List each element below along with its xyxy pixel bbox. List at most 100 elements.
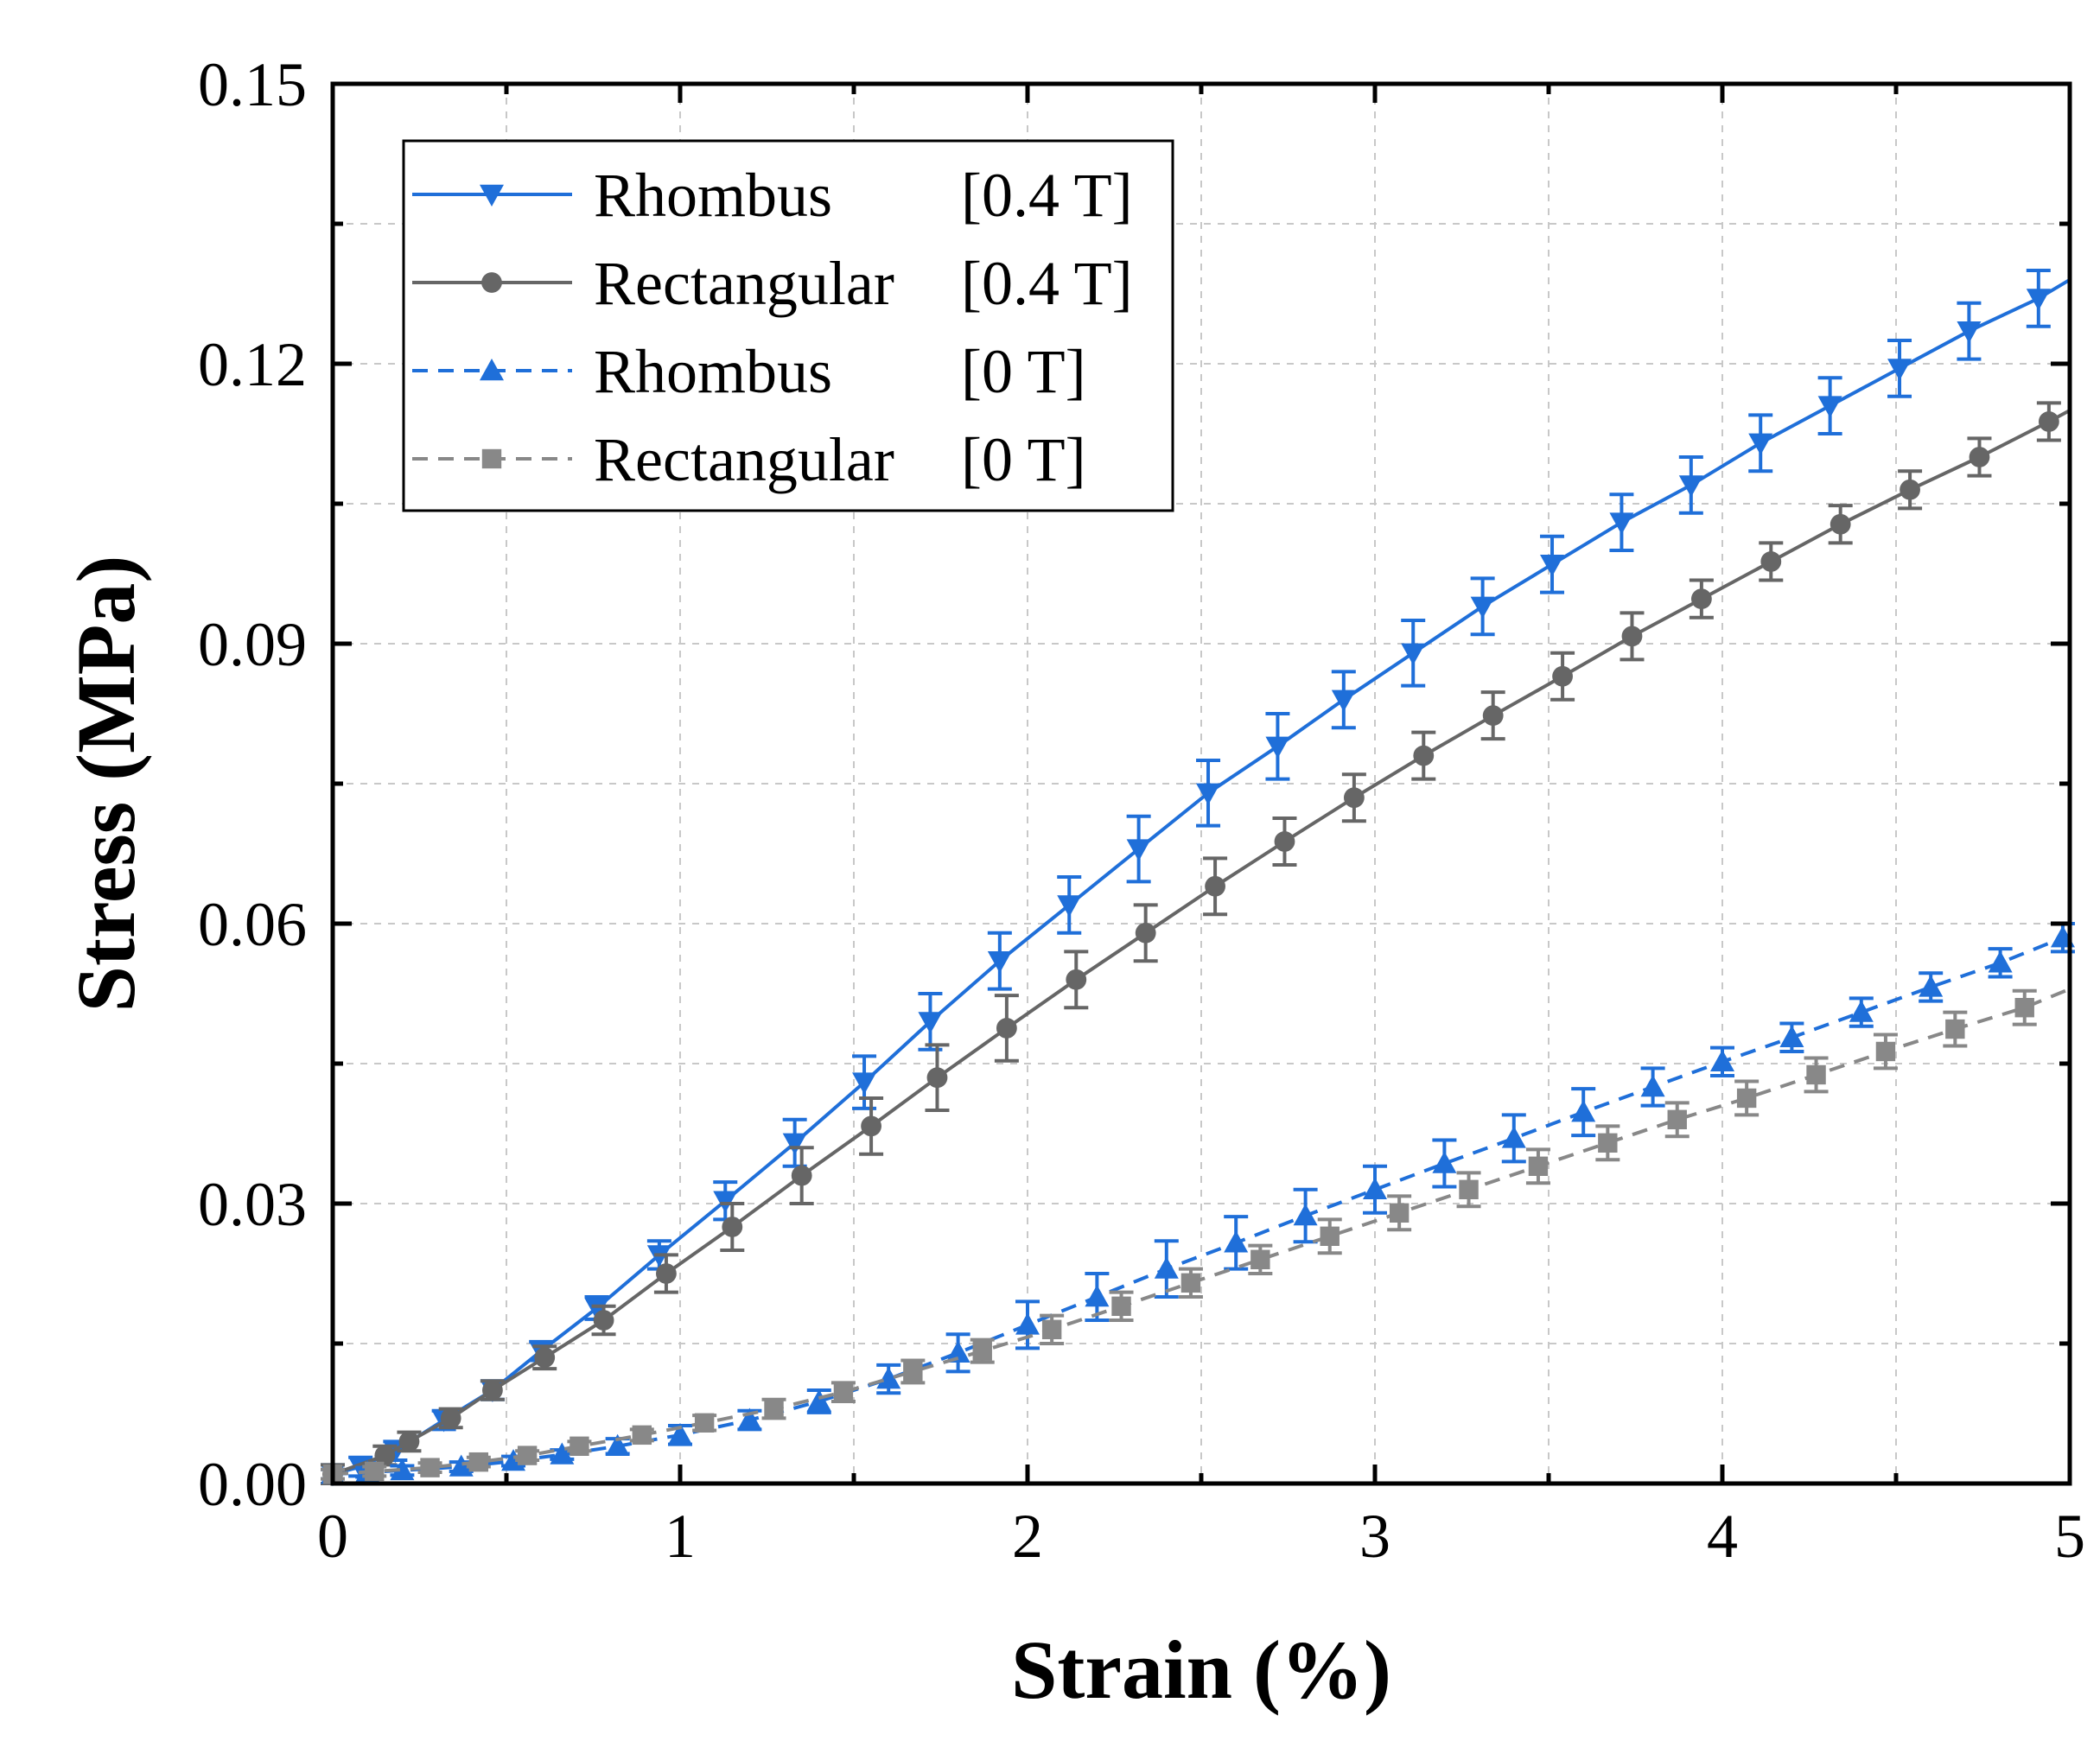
data-point [1501, 1126, 1526, 1148]
data-point [1760, 551, 1782, 572]
data-point [1320, 1226, 1340, 1246]
grid-lines [333, 84, 2070, 1484]
data-point [1470, 596, 1495, 619]
data-point [656, 1263, 677, 1284]
data-point [764, 1399, 784, 1419]
data-point [1621, 626, 1643, 647]
legend-series-name: Rhombus [594, 337, 832, 406]
data-point [1224, 1230, 1249, 1253]
y-tick-label: 0.03 [198, 1170, 307, 1239]
x-tick-label: 2 [1012, 1502, 1043, 1571]
data-point [1459, 1179, 1479, 1199]
legend-series-condition: [0.4 T] [961, 161, 1133, 230]
data-point [1482, 705, 1504, 727]
data-point [876, 1367, 901, 1389]
data-point [1988, 950, 2013, 973]
data-point [365, 1461, 385, 1482]
data-point [668, 1422, 692, 1446]
legend-series-condition: [0.4 T] [961, 249, 1133, 318]
data-point [398, 1431, 420, 1452]
data-point [1598, 1133, 1618, 1153]
legend-marker [481, 272, 502, 293]
legend-series-condition: [0 T] [961, 425, 1086, 494]
data-point [1528, 1156, 1549, 1176]
data-point [374, 1445, 396, 1466]
y-tick-label: 0.12 [198, 330, 307, 399]
y-tick-label: 0.15 [198, 50, 307, 119]
data-point [605, 1433, 630, 1456]
x-tick-label: 1 [665, 1502, 696, 1571]
data-point [1571, 1100, 1596, 1122]
data-point [1806, 1064, 1826, 1085]
data-point [694, 1413, 715, 1433]
data-point [1690, 588, 1712, 610]
data-point [1552, 665, 1573, 687]
data-point [1389, 1203, 1410, 1223]
data-point [1900, 479, 1920, 500]
legend-series-name: Rhombus [594, 161, 832, 230]
data-point [1066, 969, 1087, 990]
data-point [1817, 396, 1842, 418]
data-point [737, 1407, 762, 1430]
data-point [1154, 1256, 1179, 1279]
data-point [806, 1388, 831, 1412]
data-point [2014, 998, 2034, 1018]
data-point [1135, 922, 1156, 944]
data-point [1540, 555, 1565, 577]
data-point [1265, 736, 1290, 759]
data-point [1180, 1273, 1201, 1293]
data-point [1779, 1025, 1804, 1047]
x-tick-label: 4 [1707, 1502, 1738, 1571]
data-point [1849, 1000, 1874, 1022]
data-point [2038, 411, 2059, 432]
data-point [722, 1217, 743, 1237]
data-point [972, 1341, 992, 1361]
data-point [791, 1165, 812, 1186]
legend-series-name: Rectangular [594, 425, 894, 494]
data-point [2026, 289, 2051, 311]
data-point [482, 1380, 503, 1401]
data-point [1274, 831, 1295, 852]
data-point [1293, 1204, 1318, 1226]
data-point [833, 1382, 854, 1402]
data-point [1710, 1049, 1734, 1072]
axis-ticks: 0 1 2 3 4 5 0.00 0.03 0.06 0.09 0.12 0.15 [198, 50, 2085, 1571]
data-point [996, 1018, 1017, 1039]
data-point [1640, 1075, 1665, 1097]
data-point [1875, 1041, 1896, 1062]
data-point [1432, 1151, 1457, 1173]
data-point [852, 1072, 877, 1095]
data-point [1250, 1249, 1270, 1269]
y-tick-label: 0.09 [198, 610, 307, 679]
data-point [1057, 895, 1082, 918]
data-point [918, 1012, 943, 1034]
data-point [903, 1362, 923, 1382]
legend-marker [481, 448, 502, 469]
x-axis-title: Strain (%) [1011, 1623, 1391, 1716]
data-point [1126, 839, 1151, 861]
data-point [440, 1407, 461, 1429]
data-point [1945, 1019, 1965, 1039]
y-tick-label: 0.00 [198, 1450, 307, 1519]
data-point [1413, 745, 1435, 766]
data-point [861, 1115, 881, 1137]
legend-series-condition: [0 T] [961, 337, 1086, 406]
data-point [593, 1310, 614, 1331]
y-tick-label: 0.06 [198, 890, 307, 959]
data-point [1343, 787, 1365, 809]
data-point [390, 1458, 415, 1481]
legend: Rhombus [0.4 T] Rectangular [0.4 T] Rhombus [… [402, 139, 1174, 512]
data-point [584, 1298, 609, 1320]
data-point [1196, 783, 1221, 805]
data-point [1085, 1285, 1110, 1307]
data-point [1736, 1088, 1757, 1109]
data-point [1957, 321, 1982, 344]
legend-series-name: Rectangular [594, 249, 894, 318]
y-axis-title: Stress (MPa) [60, 556, 152, 1013]
data-point [1609, 512, 1634, 535]
x-tick-label: 3 [1359, 1502, 1390, 1571]
data-point [782, 1133, 807, 1155]
legend-marker [480, 359, 504, 381]
data-point [534, 1347, 556, 1369]
data-point [1667, 1109, 1687, 1129]
